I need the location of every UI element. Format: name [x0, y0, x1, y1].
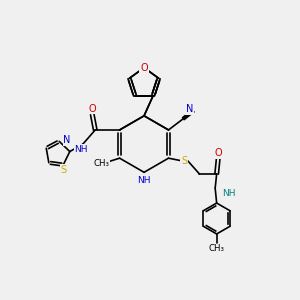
- Text: CH₃: CH₃: [209, 244, 225, 253]
- Text: NH: NH: [74, 145, 88, 154]
- Text: O: O: [88, 103, 96, 113]
- Text: NH: NH: [137, 176, 151, 185]
- Text: S: S: [60, 165, 66, 175]
- Text: NH: NH: [222, 189, 235, 198]
- Text: O: O: [214, 148, 222, 158]
- Text: S: S: [181, 156, 187, 166]
- Text: CH₃: CH₃: [94, 159, 110, 168]
- Text: N: N: [63, 135, 71, 145]
- Text: N: N: [186, 104, 193, 114]
- Text: O: O: [140, 63, 148, 73]
